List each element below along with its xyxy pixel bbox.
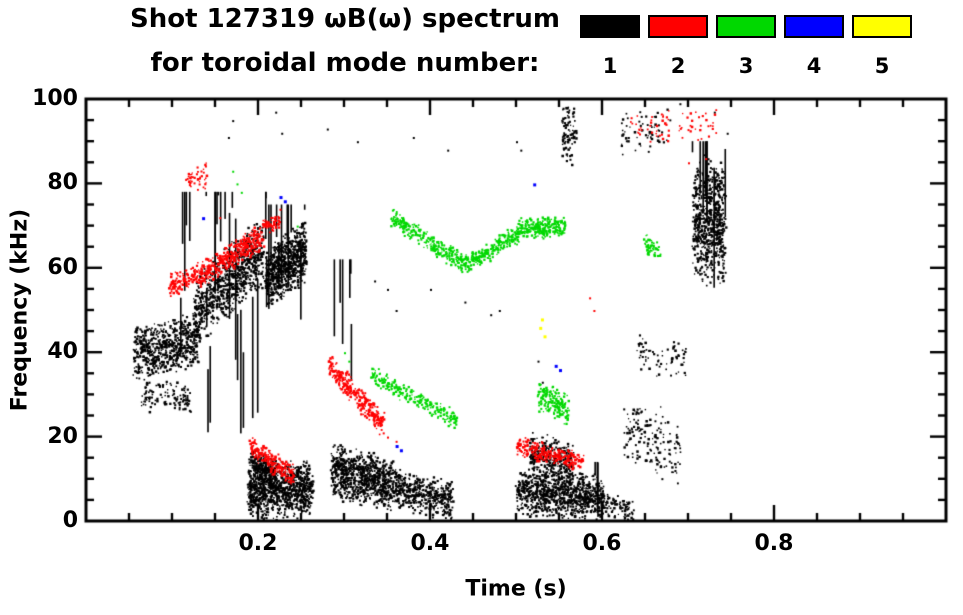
y-tick-label: 60 <box>47 254 78 280</box>
legend-swatch-mode-1 <box>580 15 640 38</box>
y-tick-label: 80 <box>47 170 78 196</box>
x-tick-label: 0.4 <box>410 531 450 556</box>
chart-title: Shot 127319 ωB(ω) spectrum <box>130 4 560 34</box>
y-axis-label: Frequency (kHz) <box>7 208 33 412</box>
y-tick-label: 100 <box>32 86 78 111</box>
chart-subtitle: for toroidal mode number: <box>150 48 540 78</box>
x-tick-label: 0.2 <box>238 531 278 556</box>
legend-swatch-mode-3 <box>716 15 776 38</box>
y-tick-label: 0 <box>62 508 78 533</box>
legend-label-mode-2: 2 <box>670 54 686 78</box>
x-tick-label: 0.6 <box>582 531 622 556</box>
legend-swatch-mode-5 <box>852 15 912 38</box>
y-tick-label: 20 <box>47 423 78 449</box>
y-tick-label: 40 <box>47 339 78 365</box>
legend-swatch-mode-2 <box>648 15 708 38</box>
legend-label-mode-3: 3 <box>738 54 754 78</box>
legend-label-mode-5: 5 <box>874 54 890 78</box>
legend-label-mode-1: 1 <box>602 54 618 78</box>
x-tick-label: 0.8 <box>754 531 794 556</box>
legend-label-mode-4: 4 <box>806 54 822 78</box>
legend-swatch-mode-4 <box>784 15 844 38</box>
x-axis-label: Time (s) <box>465 576 567 602</box>
title-block: Shot 127319 ωB(ω) spectrum for toroidal … <box>95 4 595 78</box>
